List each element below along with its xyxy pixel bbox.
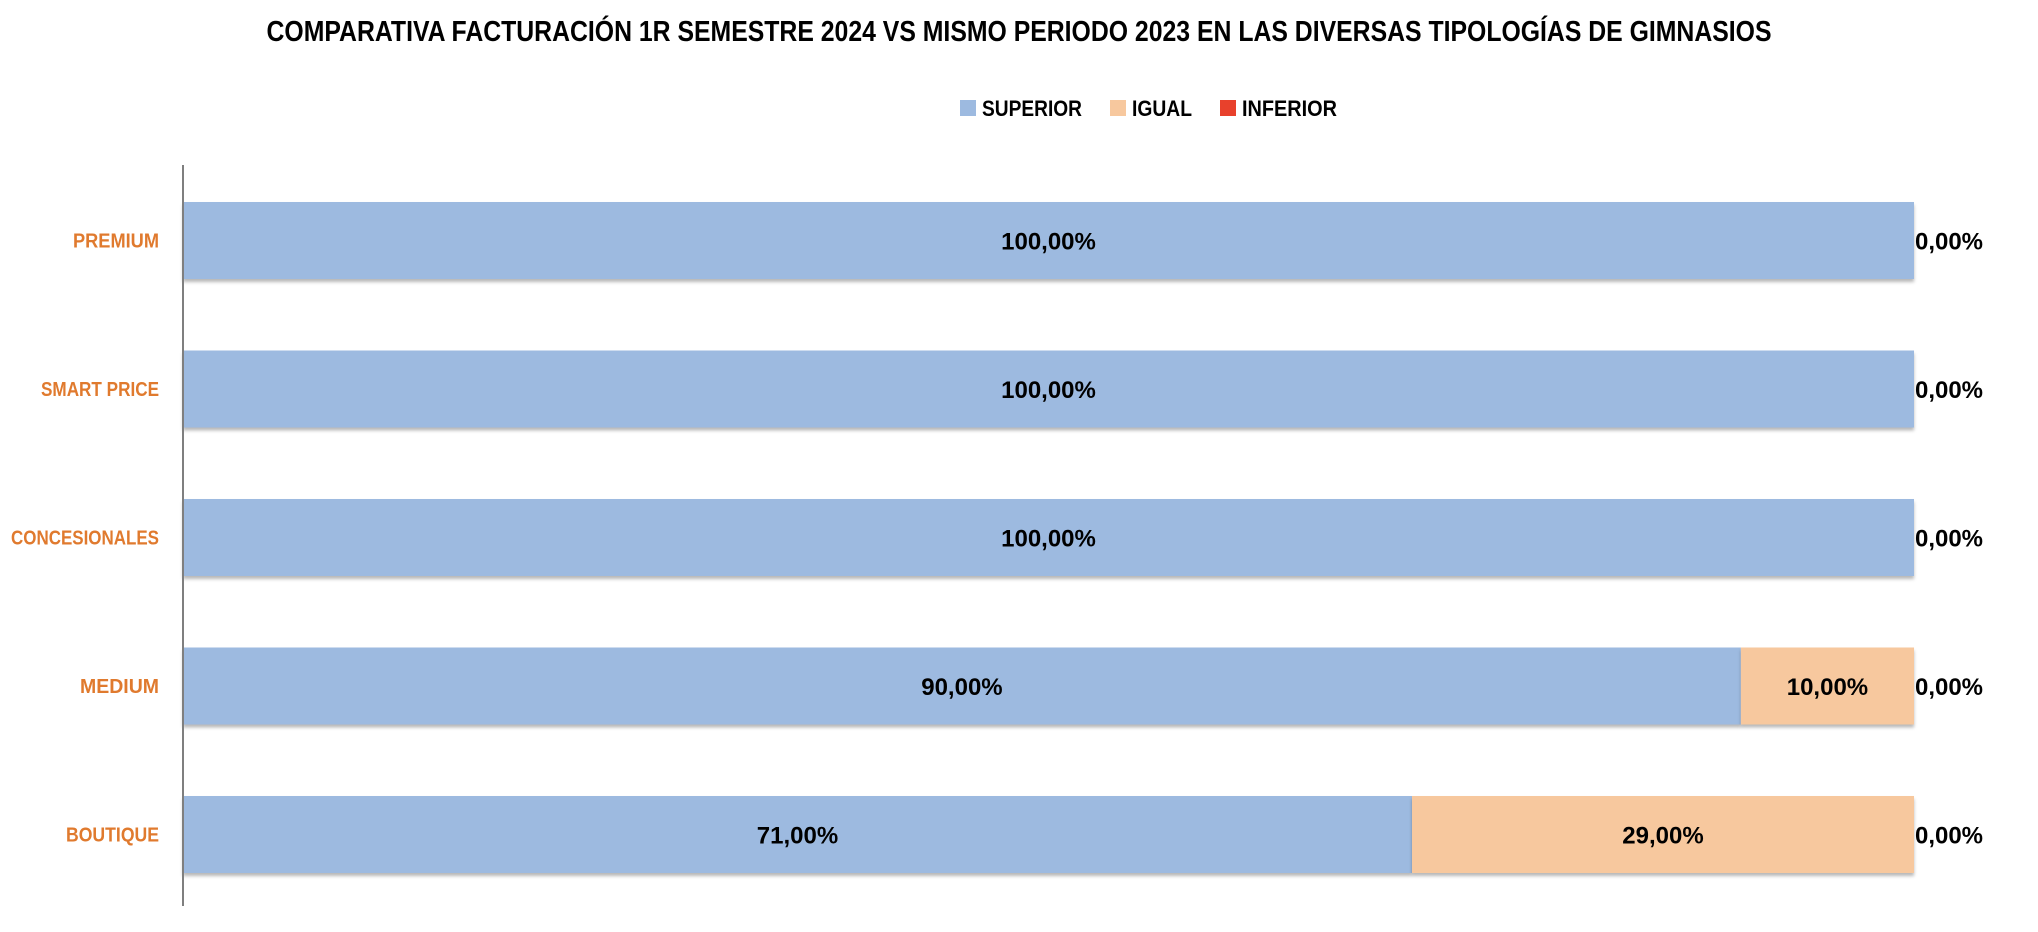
data-label-smart-price-superior: 100,00% [1001,377,1096,404]
category-labels: PREMIUM SMART PRICE CONCESIONALES MEDIUM BOU… [11,231,159,847]
bar-boutique-superior [183,796,1413,873]
data-label-medium-inferior: 0,00% [1915,674,1983,701]
data-label-boutique-inferior: 0,00% [1915,823,1983,850]
data-label-medium-superior: 90,00% [921,674,1002,701]
category-label-concesionales: CONCESIONALES [11,528,159,550]
legend-swatch-igual [1110,100,1126,116]
bar-medium-igual [1740,647,1914,725]
category-label-smart-price: SMART PRICE [41,379,159,401]
data-labels: 100,00% 0,00% 100,00% 0,00% 100,00% 0,00% 90,0… [757,229,1983,850]
legend-label-superior: SUPERIOR [982,96,1082,121]
category-label-boutique: BOUTIQUE [66,825,159,847]
data-label-concesionales-inferior: 0,00% [1915,526,1983,553]
bar-concesionales-superior [183,499,1914,576]
data-label-medium-igual: 10,00% [1787,674,1868,701]
data-label-concesionales-superior: 100,00% [1001,526,1096,553]
bars [183,202,1914,873]
category-label-premium: PREMIUM [73,231,159,253]
legend-label-inferior: INFERIOR [1242,96,1337,121]
legend: SUPERIOR IGUAL INFERIOR [960,96,1337,121]
bar-premium-superior [183,202,1914,279]
data-label-premium-inferior: 0,00% [1915,229,1983,256]
data-label-boutique-igual: 29,00% [1622,823,1703,850]
chart-title: COMPARATIVA FACTURACIÓN 1R SEMESTRE 2024… [267,14,1772,48]
data-label-smart-price-inferior: 0,00% [1915,377,1983,404]
legend-label-igual: IGUAL [1132,96,1192,121]
legend-swatch-superior [960,100,976,116]
bar-medium-superior [183,647,1741,725]
category-label-medium: MEDIUM [80,676,159,698]
data-label-premium-superior: 100,00% [1001,229,1096,256]
bar-smart-price-superior [183,350,1914,428]
legend-swatch-inferior [1220,100,1236,116]
bar-boutique-igual [1412,796,1914,873]
data-label-boutique-superior: 71,00% [757,823,838,850]
